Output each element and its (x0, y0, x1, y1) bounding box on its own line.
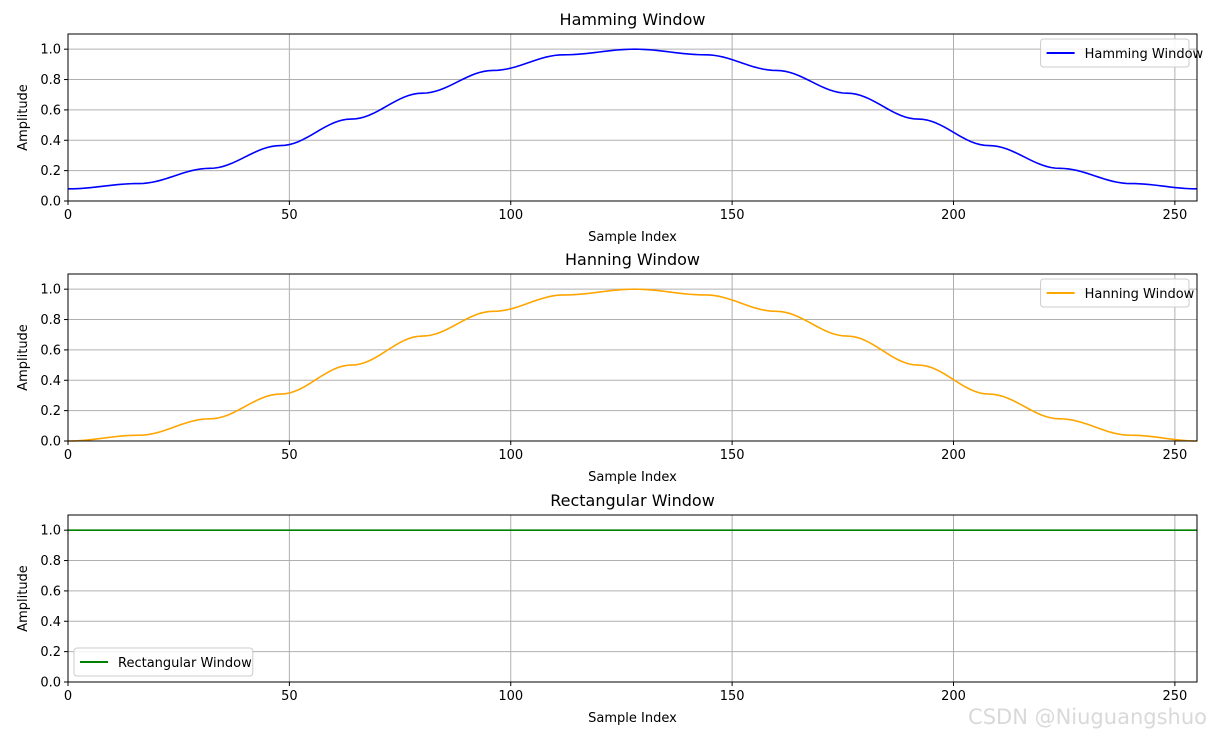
legend: Rectangular Window (73, 647, 254, 677)
y-axis-label: Amplitude (16, 565, 31, 632)
subplot-3: 0 50 100 150 200 250 0.0 0.2 0.4 0.6 0.8 1.0 Rectang… (16, 491, 1198, 726)
x-tick-label: 150 (720, 689, 745, 704)
x-axis-label: Sample Index (588, 711, 677, 726)
y-tick-label: 0.4 (40, 615, 61, 630)
legend-label: Rectangular Window (118, 656, 252, 671)
legend-box (1040, 278, 1190, 308)
x-tick-label: 0 (64, 689, 72, 704)
y-tick-label: 0.0 (40, 676, 61, 691)
y-tick-label: 0.8 (40, 313, 61, 328)
x-tick-label: 100 (498, 448, 523, 463)
y-tick-label: 0.8 (40, 73, 61, 88)
x-tick-label: 50 (281, 689, 298, 704)
y-axis-label: Amplitude (16, 324, 31, 391)
series-line-1 (67, 288, 1198, 442)
y-tick-label: 0.6 (40, 343, 61, 358)
axes-frame (67, 33, 1198, 202)
series-line-1 (67, 48, 1198, 190)
x-tick-label: 100 (498, 208, 523, 223)
x-tick-label: 200 (941, 448, 966, 463)
x-tick-label: 250 (1162, 208, 1187, 223)
y-tick-label: 0.0 (40, 195, 61, 210)
x-tick-label: 100 (498, 689, 523, 704)
chart-title: Hamming Window (560, 10, 706, 29)
subplot-1: 0 50 100 150 200 250 0.0 0.2 0.4 0.6 0.8 1.0 Hamming… (16, 10, 1204, 245)
x-tick-label: 250 (1162, 689, 1187, 704)
x-tick-label: 0 (64, 448, 72, 463)
legend-label: Hamming Window (1085, 47, 1204, 62)
legend: Hamming Window (1040, 38, 1204, 68)
legend: Hanning Window (1040, 278, 1195, 308)
x-tick-label: 0 (64, 208, 72, 223)
y-tick-label: 1.0 (40, 524, 61, 539)
y-tick-label: 0.2 (40, 404, 61, 419)
subplot-2: 0 50 100 150 200 250 0.0 0.2 0.4 0.6 0.8 1.0 Hanning… (16, 250, 1198, 485)
axes-frame (67, 273, 1198, 442)
y-tick-label: 0.2 (40, 645, 61, 660)
x-tick-label: 150 (720, 448, 745, 463)
y-tick-label: 0.4 (40, 374, 61, 389)
x-tick-label: 200 (941, 689, 966, 704)
chart-title: Rectangular Window (550, 491, 715, 510)
x-axis-label: Sample Index (588, 230, 677, 245)
y-axis-label: Amplitude (16, 84, 31, 151)
y-tick-label: 0.8 (40, 554, 61, 569)
y-tick-label: 1.0 (40, 283, 61, 298)
legend-label: Hanning Window (1085, 287, 1195, 302)
y-tick-label: 0.0 (40, 435, 61, 450)
y-tick-label: 0.2 (40, 164, 61, 179)
x-tick-label: 150 (720, 208, 745, 223)
x-axis-label: Sample Index (588, 470, 677, 485)
chart-title: Hanning Window (565, 250, 700, 269)
axes-frame (67, 514, 1198, 683)
x-tick-label: 200 (941, 208, 966, 223)
watermark: CSDN @Niuguangshuo (968, 705, 1207, 729)
x-tick-label: 50 (281, 208, 298, 223)
y-tick-label: 0.6 (40, 584, 61, 599)
legend-box (73, 647, 254, 677)
x-tick-label: 50 (281, 448, 298, 463)
legend-box (1040, 38, 1190, 68)
y-tick-label: 1.0 (40, 43, 61, 58)
y-tick-label: 0.6 (40, 103, 61, 118)
y-tick-label: 0.4 (40, 134, 61, 149)
x-tick-label: 250 (1162, 448, 1187, 463)
